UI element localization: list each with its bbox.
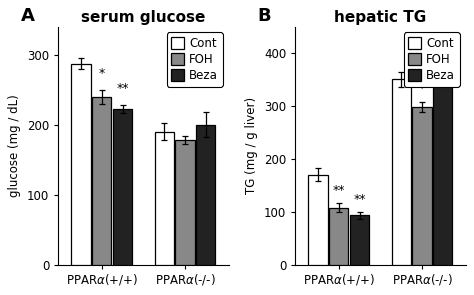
- Text: B: B: [258, 7, 271, 25]
- Text: **: **: [354, 193, 366, 206]
- Text: *: *: [419, 82, 425, 95]
- Y-axis label: TG (mg / g liver): TG (mg / g liver): [246, 97, 258, 194]
- Bar: [155, 132, 174, 265]
- Text: A: A: [21, 7, 35, 25]
- Bar: [350, 215, 369, 265]
- Text: **: **: [117, 82, 129, 95]
- Text: **: **: [333, 184, 345, 197]
- Bar: [329, 208, 348, 265]
- Bar: [309, 175, 328, 265]
- Bar: [412, 107, 432, 265]
- Bar: [92, 96, 111, 265]
- Bar: [72, 64, 91, 265]
- Title: hepatic TG: hepatic TG: [334, 10, 427, 25]
- Text: *: *: [99, 67, 105, 80]
- Bar: [175, 140, 195, 265]
- Legend: Cont, FOH, Beza: Cont, FOH, Beza: [404, 32, 460, 87]
- Y-axis label: glucose (mg / dL): glucose (mg / dL): [9, 94, 21, 197]
- Bar: [196, 124, 216, 265]
- Bar: [113, 109, 132, 265]
- Bar: [392, 79, 411, 265]
- Bar: [433, 75, 453, 265]
- Legend: Cont, FOH, Beza: Cont, FOH, Beza: [167, 32, 223, 87]
- Title: serum glucose: serum glucose: [81, 10, 206, 25]
